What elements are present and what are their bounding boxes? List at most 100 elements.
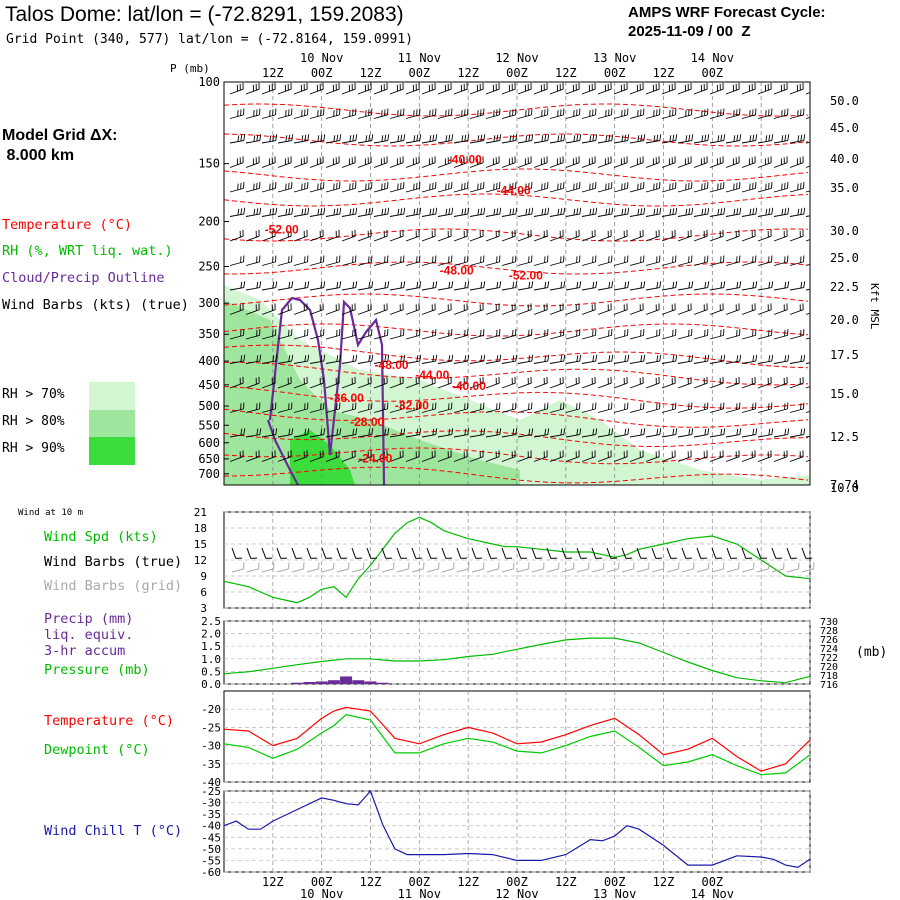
wind-barb-flag <box>288 256 290 263</box>
wind-barb-flag <box>688 134 691 142</box>
wind-barb-flag <box>448 281 451 289</box>
wind-barb-flag <box>480 403 482 410</box>
barb-grid-shaft <box>711 568 724 573</box>
wind-barb <box>245 255 261 266</box>
wind-barb-flag <box>530 376 532 384</box>
barb-grid-flag <box>333 562 335 569</box>
bottom-date-label: 13 Nov <box>593 887 636 900</box>
top-time-tick: 12Z <box>555 66 577 80</box>
wind-barb <box>229 108 245 119</box>
wind-barb-flag <box>242 229 244 237</box>
wind-barb-flag <box>752 329 754 337</box>
wind-barb-flag <box>595 402 597 409</box>
wind-barb <box>661 281 678 291</box>
wind-barb-shaft <box>597 162 612 168</box>
wind-barb-flag <box>287 83 289 91</box>
wind-barb-flag <box>399 157 401 164</box>
wind-barb <box>805 456 810 462</box>
wind-barb-flag <box>240 256 242 263</box>
wind-barb <box>773 134 790 144</box>
wind-barb <box>613 82 628 95</box>
wind-barb-shaft <box>533 88 548 95</box>
wind-barb-flag <box>531 108 533 115</box>
wind-barb-flag <box>812 110 815 116</box>
temp-ytick: -40 <box>201 776 221 789</box>
wind-barb <box>517 303 532 315</box>
wind-barb-flag <box>543 451 545 458</box>
wind-barb <box>245 428 262 438</box>
wind-barb-shaft <box>277 287 292 291</box>
wind-barb-shaft <box>517 456 532 462</box>
wind-barb-flag <box>802 376 804 384</box>
wind-barb-shaft <box>469 408 484 413</box>
wind-barb-shaft <box>517 334 532 340</box>
wind-barb-shaft <box>405 140 420 144</box>
wind-barb <box>293 255 309 266</box>
wind-barb-true <box>696 547 708 559</box>
wind-barb-shaft <box>277 235 292 242</box>
wind-barb-shaft <box>565 382 580 389</box>
wind-barb <box>805 309 810 315</box>
wind-barb <box>789 428 806 438</box>
precip-bar <box>315 681 328 684</box>
wind-barb-flag <box>576 256 578 263</box>
wind-barb-flag <box>403 402 405 409</box>
wind-barb-true <box>291 547 303 559</box>
wind-barb <box>677 281 694 291</box>
wind-barb-flag <box>688 109 690 116</box>
wind-barb <box>533 376 548 389</box>
wind-barb-flag <box>720 182 722 190</box>
pressure-ytick: 730 <box>820 617 838 628</box>
wind-barb-shaft <box>709 287 724 291</box>
wind-barb <box>357 428 374 438</box>
wind-barb-flag <box>575 304 577 311</box>
wind-barb-flag <box>720 355 723 362</box>
wind-barb-flag <box>480 329 482 337</box>
wind-barb-flag <box>403 428 406 435</box>
wind-barb-flag <box>735 230 737 238</box>
wind-barb-shaft <box>613 434 628 438</box>
wind-barb-flag <box>707 354 710 362</box>
wind-barb-flag <box>493 183 495 190</box>
wind-barb-flag <box>784 355 787 362</box>
wind-barb-flag <box>287 304 289 311</box>
wind-barb-shaft <box>341 434 356 438</box>
wind-barb-grid <box>711 562 725 573</box>
wind-barb-flag <box>563 428 566 435</box>
wind-barb-shaft <box>229 235 244 242</box>
bottom-date-label: 10 Nov <box>300 887 343 900</box>
wind-barb-shaft <box>277 456 292 462</box>
wind-barb <box>293 376 308 389</box>
barb-grid-flag <box>603 562 605 569</box>
wind-barb-flag <box>703 157 705 164</box>
temperature-contour <box>224 408 809 428</box>
wind-barb <box>709 329 725 340</box>
chart-title: Talos Dome: lat/lon = (-72.8291, 159.208… <box>5 3 404 26</box>
wind-barb-flag <box>755 134 758 141</box>
wind-barb-flag <box>387 281 390 288</box>
wind-barb-flag <box>675 255 677 262</box>
wind-barb-true <box>426 547 438 559</box>
wind-barb-flag <box>435 255 437 262</box>
wind-barb-flag <box>290 229 292 237</box>
wind-barb-shaft <box>805 162 810 168</box>
wind-barb <box>485 134 502 144</box>
wind-barb-flag <box>434 303 436 310</box>
wind-barb-shaft <box>341 287 356 291</box>
wind-barb <box>805 187 810 193</box>
wind-barb-flag <box>466 376 468 384</box>
wind-barb-shaft <box>485 261 500 266</box>
wind-barb-shaft <box>293 382 308 389</box>
wind-barb-flag <box>595 428 598 435</box>
wind-barb <box>277 182 293 193</box>
wind-barb <box>709 281 726 291</box>
wind-barb-flag <box>656 134 659 142</box>
wind-barb-shaft <box>725 309 740 315</box>
wind-barb-flag <box>547 182 549 189</box>
wind-barb-flag <box>525 110 527 117</box>
wind-barb <box>645 402 661 413</box>
wind-barb-shaft <box>485 408 500 413</box>
bottom-time-tick: 12Z <box>360 875 382 889</box>
wind-barb-flag <box>819 281 822 287</box>
wind-barb-flag <box>784 329 786 337</box>
